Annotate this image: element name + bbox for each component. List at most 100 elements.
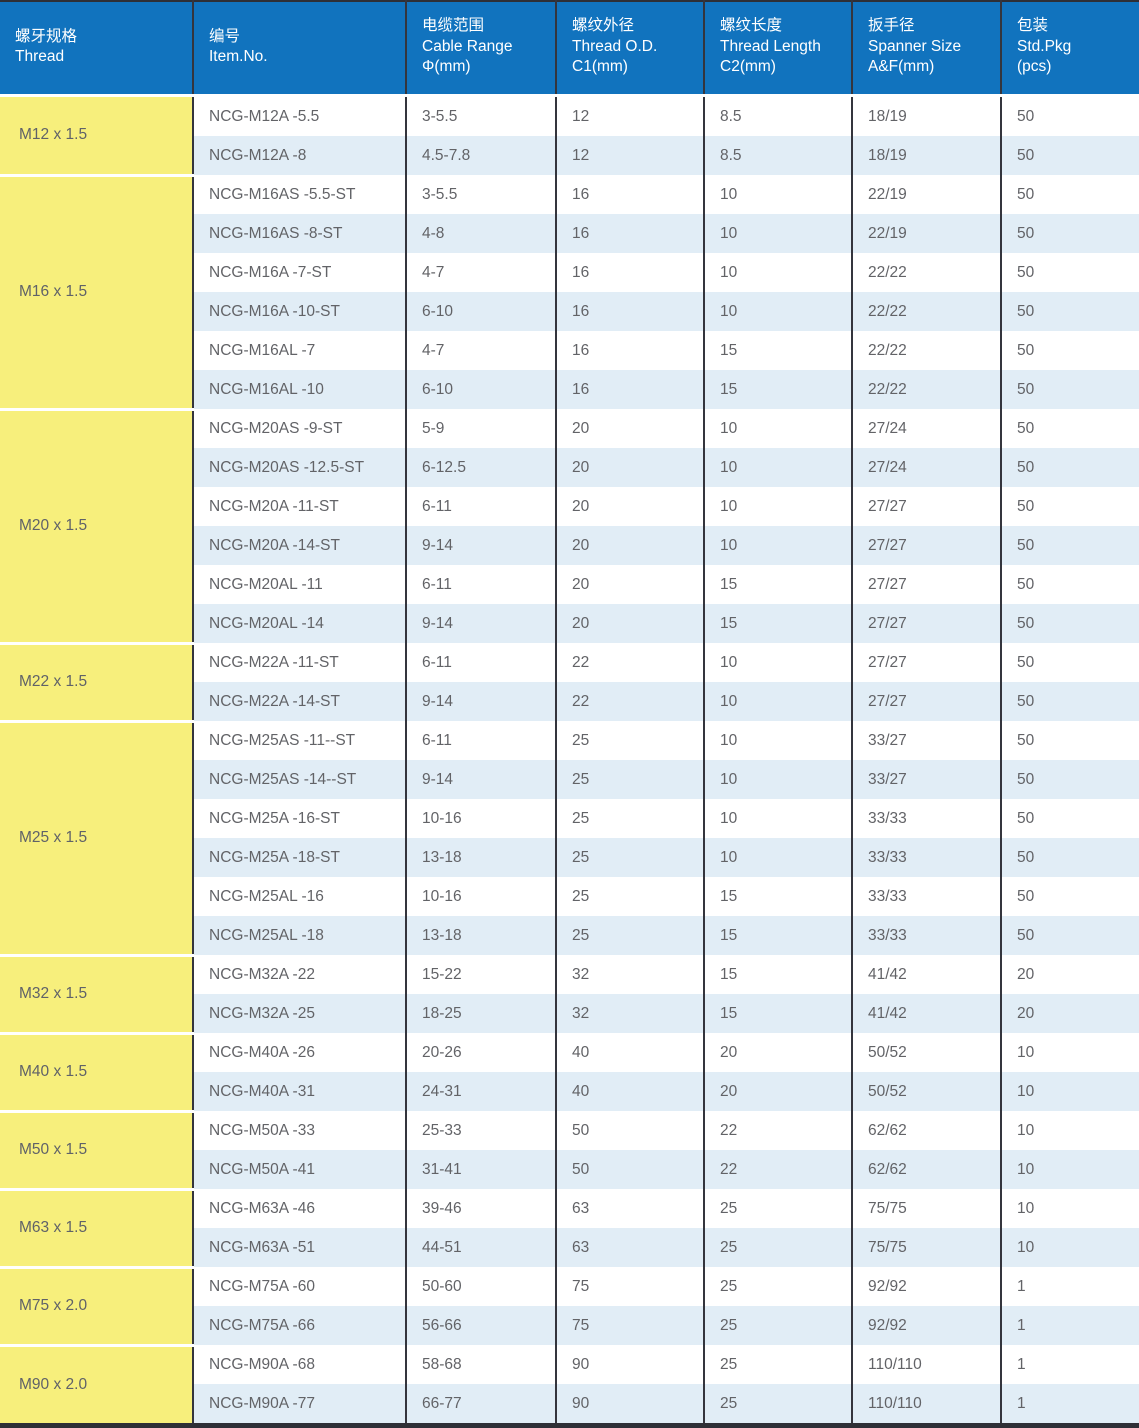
cell-spanner-size: 18/19 <box>851 136 1001 175</box>
header-line-zh: 扳手径 <box>868 17 915 35</box>
cell-thread-od: 63 <box>555 1189 704 1228</box>
header-line-en: Thread <box>15 48 65 65</box>
cell-item-no: NCG-M75A -60 <box>192 1267 406 1306</box>
cell-std-pkg: 50 <box>1000 292 1139 331</box>
thread-group-cell: M12 x 1.5 <box>0 95 193 177</box>
cell-thread-length: 10 <box>703 760 852 799</box>
cell-thread-od: 25 <box>555 916 704 955</box>
header-line-sub: Φ(mm) <box>422 58 471 76</box>
cell-spanner-size: 33/27 <box>851 760 1001 799</box>
table-row: M50 x 1.5 NCG-M50A -33 25-33 50 22 62/62 10 <box>0 1111 1139 1191</box>
cell-item-no: NCG-M90A -68 <box>192 1345 406 1384</box>
table-row: M40 x 1.5 NCG-M40A -26 20-26 40 20 50/52 10 <box>0 1033 1139 1113</box>
cell-item-no: NCG-M20A -11-ST <box>192 487 406 526</box>
cell-std-pkg: 50 <box>1000 175 1139 214</box>
cell-thread-length: 10 <box>703 448 852 487</box>
cell-thread-od: 75 <box>555 1267 704 1306</box>
cell-spanner-size: 27/27 <box>851 643 1001 682</box>
cell-spanner-size: 50/52 <box>851 1072 1001 1111</box>
cell-thread-length: 10 <box>703 799 852 838</box>
cell-std-pkg: 50 <box>1000 760 1139 799</box>
cell-thread-od: 20 <box>555 604 704 643</box>
header-line-en: Item.No. <box>209 48 268 65</box>
cell-cable-range: 31-41 <box>405 1150 556 1189</box>
table-row: M20 x 1.5 NCG-M20AS -9-ST 5-9 20 10 27/24 50 <box>0 409 1139 645</box>
cell-item-no: NCG-M75A -66 <box>192 1306 406 1345</box>
thread-group-cell: M40 x 1.5 <box>0 1033 193 1113</box>
cell-thread-length: 25 <box>703 1345 852 1384</box>
cell-cable-range: 25-33 <box>405 1111 556 1150</box>
cell-thread-length: 10 <box>703 643 852 682</box>
cell-item-no: NCG-M50A -33 <box>192 1111 406 1150</box>
col-header-spanner-size: 扳手径 Spanner Size A&F(mm) <box>851 1 1001 96</box>
cell-thread-length: 10 <box>703 253 852 292</box>
cell-thread-od: 20 <box>555 448 704 487</box>
cell-spanner-size: 41/42 <box>851 955 1001 994</box>
header-line-zh: 电缆范围 <box>422 17 485 35</box>
cell-item-no: NCG-M16AL -10 <box>192 370 406 409</box>
thread-group-cell: M25 x 1.5 <box>0 721 193 957</box>
cell-cable-range: 5-9 <box>405 409 556 448</box>
cell-item-no: NCG-M22A -11-ST <box>192 643 406 682</box>
cell-spanner-size: 22/22 <box>851 253 1001 292</box>
cell-item-no: NCG-M20AS -9-ST <box>192 409 406 448</box>
cell-std-pkg: 1 <box>1000 1267 1139 1306</box>
cell-std-pkg: 1 <box>1000 1384 1139 1426</box>
cell-thread-od: 50 <box>555 1111 704 1150</box>
cell-spanner-size: 27/27 <box>851 526 1001 565</box>
cell-spanner-size: 33/33 <box>851 916 1001 955</box>
cell-spanner-size: 110/110 <box>851 1384 1001 1426</box>
cell-spanner-size: 27/27 <box>851 565 1001 604</box>
table-row: NCG-M20AS -12.5-ST 6-12.5 20 10 27/24 50 <box>0 448 1139 487</box>
cell-thread-length: 15 <box>703 370 852 409</box>
cell-cable-range: 9-14 <box>405 760 556 799</box>
table-body: M12 x 1.5 NCG-M12A -5.5 3-5.5 12 8.5 18/19 50 N… <box>0 95 1139 1426</box>
cell-thread-length: 20 <box>703 1033 852 1072</box>
cell-std-pkg: 50 <box>1000 526 1139 565</box>
cell-thread-length: 25 <box>703 1267 852 1306</box>
cell-spanner-size: 33/33 <box>851 799 1001 838</box>
cell-cable-range: 6-11 <box>405 643 556 682</box>
cell-thread-od: 20 <box>555 526 704 565</box>
cell-thread-od: 12 <box>555 136 704 175</box>
header-row: 螺牙规格 Thread 编号 Item.No. 电缆范围 Cable Range… <box>0 1 1139 96</box>
cell-cable-range: 9-14 <box>405 682 556 721</box>
cell-std-pkg: 50 <box>1000 916 1139 955</box>
cell-item-no: NCG-M20A -14-ST <box>192 526 406 565</box>
cell-std-pkg: 50 <box>1000 253 1139 292</box>
cell-spanner-size: 92/92 <box>851 1267 1001 1306</box>
table-row: NCG-M22A -14-ST 9-14 22 10 27/27 50 <box>0 682 1139 721</box>
cell-std-pkg: 50 <box>1000 682 1139 721</box>
cell-spanner-size: 22/19 <box>851 175 1001 214</box>
cell-spanner-size: 27/27 <box>851 604 1001 643</box>
cell-thread-length: 15 <box>703 955 852 994</box>
table-row: NCG-M25AL -16 10-16 25 15 33/33 50 <box>0 877 1139 916</box>
cell-thread-length: 15 <box>703 604 852 643</box>
header-line-zh: 编号 <box>209 27 241 45</box>
cell-std-pkg: 50 <box>1000 331 1139 370</box>
cell-spanner-size: 75/75 <box>851 1228 1001 1267</box>
cell-thread-length: 15 <box>703 877 852 916</box>
cell-thread-length: 10 <box>703 487 852 526</box>
cell-spanner-size: 33/33 <box>851 838 1001 877</box>
cell-std-pkg: 20 <box>1000 955 1139 994</box>
header-line-zh: 包装 <box>1017 17 1049 35</box>
cell-std-pkg: 50 <box>1000 136 1139 175</box>
cell-cable-range: 13-18 <box>405 838 556 877</box>
cell-std-pkg: 50 <box>1000 370 1139 409</box>
cell-spanner-size: 22/22 <box>851 331 1001 370</box>
cell-item-no: NCG-M63A -51 <box>192 1228 406 1267</box>
cell-spanner-size: 27/24 <box>851 448 1001 487</box>
cell-item-no: NCG-M25AS -11--ST <box>192 721 406 760</box>
cell-spanner-size: 22/19 <box>851 214 1001 253</box>
table-row: NCG-M40A -31 24-31 40 20 50/52 10 <box>0 1072 1139 1111</box>
cell-cable-range: 3-5.5 <box>405 95 556 136</box>
cell-spanner-size: 75/75 <box>851 1189 1001 1228</box>
cell-std-pkg: 10 <box>1000 1150 1139 1189</box>
header-line-sub: A&F(mm) <box>868 58 935 76</box>
cell-spanner-size: 27/24 <box>851 409 1001 448</box>
cell-cable-range: 18-25 <box>405 994 556 1033</box>
cell-thread-length: 22 <box>703 1111 852 1150</box>
cell-std-pkg: 10 <box>1000 1111 1139 1150</box>
cell-item-no: NCG-M16A -10-ST <box>192 292 406 331</box>
